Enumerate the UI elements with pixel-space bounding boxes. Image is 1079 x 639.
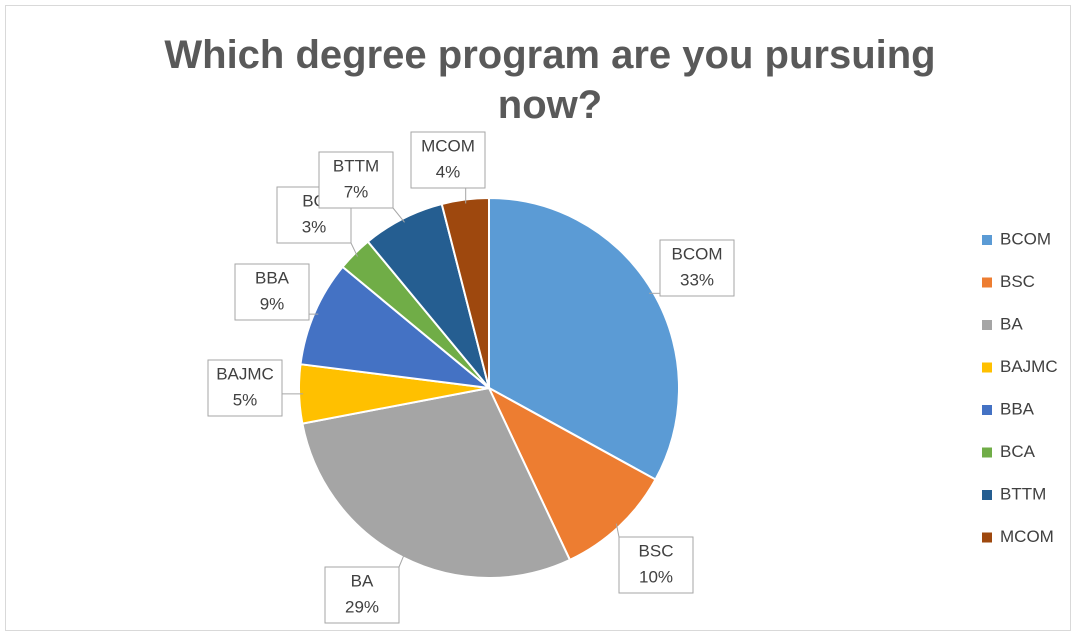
chart-title: Which degree program are you pursuing no… (164, 33, 936, 127)
data-label-value: 9% (260, 294, 285, 313)
legend-label: BCOM (1000, 229, 1051, 248)
legend-swatch (982, 362, 992, 373)
data-label-value: 7% (344, 182, 369, 201)
leader-line (398, 553, 406, 568)
data-label-value: 33% (680, 270, 714, 289)
legend-label: BA (1000, 314, 1023, 333)
data-label-name: BCOM (672, 244, 723, 263)
legend-label: BSC (1000, 272, 1035, 291)
legend-swatch (982, 405, 992, 415)
data-label-box (410, 131, 486, 189)
pie-slice (486, 385, 657, 562)
data-label-value: 4% (436, 162, 461, 181)
leader-line (392, 207, 405, 223)
legend-swatch (982, 447, 992, 458)
data-label-name: BSC (639, 541, 674, 560)
legend-swatch (982, 235, 992, 245)
data-label-box (659, 239, 735, 297)
pie-slice (299, 265, 493, 390)
legend-label: BTTM (1000, 484, 1046, 503)
legend-label: MCOM (1000, 527, 1054, 546)
data-label-box (318, 151, 394, 209)
leader-line (350, 242, 358, 257)
leader-line (615, 523, 620, 538)
legend-swatch (982, 490, 992, 500)
legend-swatch (982, 532, 992, 543)
data-label-name: BBA (255, 268, 290, 287)
data-label-name: BA (351, 571, 374, 590)
data-label-value: 3% (302, 217, 327, 236)
data-label-box (618, 536, 694, 594)
legend-label: BCA (1000, 442, 1036, 461)
pie-slice (488, 196, 680, 481)
data-label-value: 5% (233, 390, 258, 409)
data-label-name: MCOM (421, 136, 475, 155)
legend-label: BBA (1000, 399, 1035, 418)
data-label-box (234, 263, 310, 321)
legend-label: BAJMC (1000, 357, 1058, 376)
data-label-box (207, 359, 283, 417)
data-label-value: 29% (345, 597, 379, 616)
data-label-box (324, 566, 400, 624)
data-label-name: BAJMC (216, 364, 274, 383)
data-label-name: BTTM (333, 156, 379, 175)
data-label-value: 10% (639, 567, 673, 586)
chart-frame (5, 5, 1071, 631)
legend-swatch (982, 277, 992, 288)
legend-swatch (982, 320, 992, 330)
